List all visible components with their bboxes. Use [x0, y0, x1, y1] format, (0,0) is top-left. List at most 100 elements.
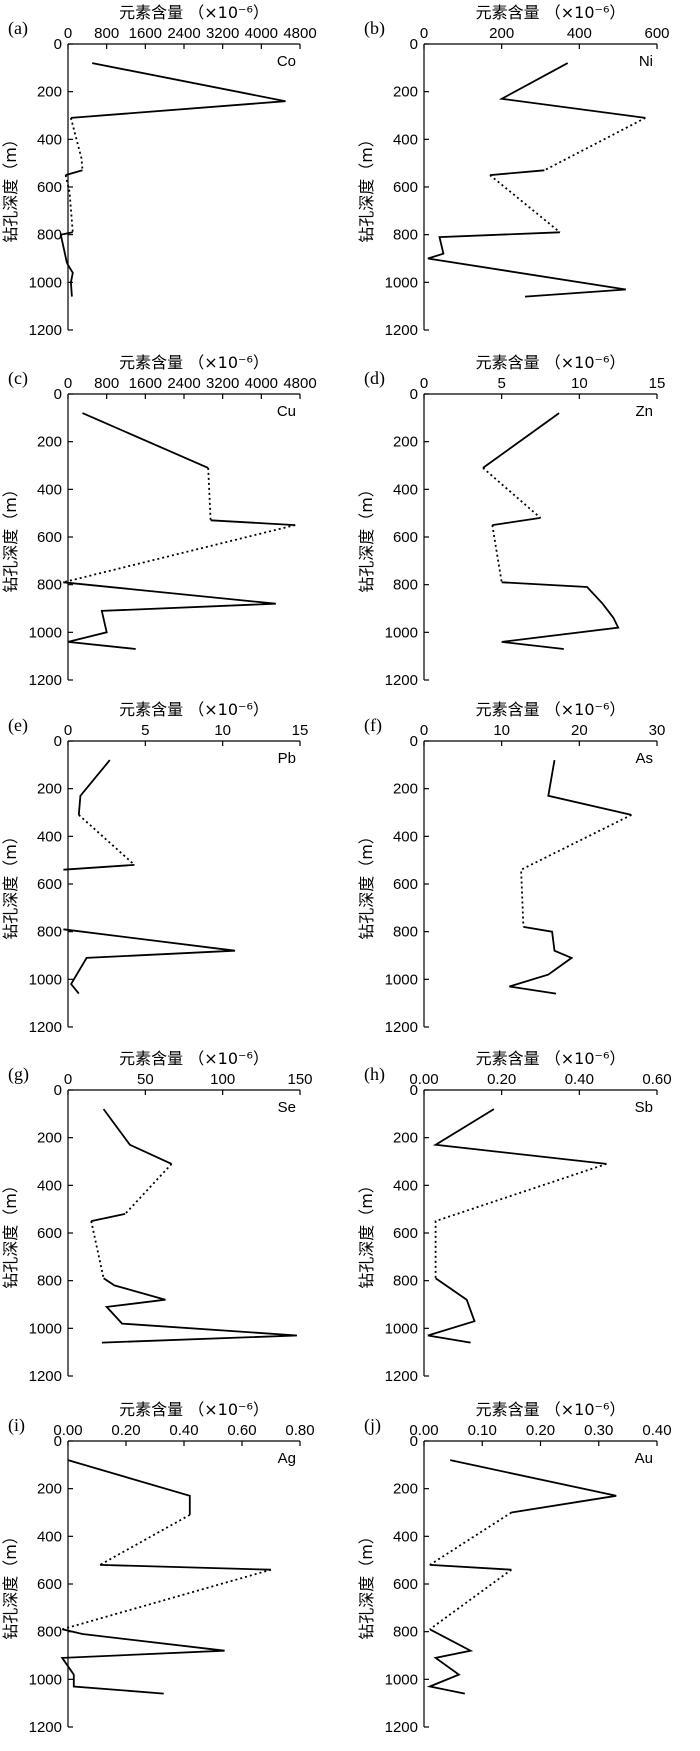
x-axis-title: 元素含量 （×10⁻⁶）	[476, 700, 626, 719]
y-tick-label: 200	[393, 434, 418, 451]
series-solid-segment	[482, 412, 560, 469]
series-solid-segment	[63, 928, 236, 995]
panel-label: (f)	[364, 715, 382, 736]
y-tick-label: 1000	[29, 274, 62, 291]
y-tick-label: 0	[54, 733, 62, 750]
x-tick-label: 3200	[206, 25, 239, 42]
y-tick-label: 200	[37, 1130, 62, 1147]
y-tick-label: 600	[393, 1576, 418, 1593]
y-tick-label: 200	[393, 781, 418, 798]
series-solid-segment	[66, 262, 74, 297]
x-tick-label: 0	[64, 375, 72, 392]
series-solid-segment	[63, 864, 135, 871]
panel-sb: 0.00 0.20 0.40 0.60 0 200 400 600 800 1000 1200 元素含…	[357, 1049, 672, 1385]
panel-label: (j)	[364, 1415, 381, 1436]
y-tick-label: 0	[410, 1082, 418, 1099]
x-tick-label: 3200	[206, 375, 239, 392]
y-axis-title: 钻孔深度（m）	[1, 1177, 20, 1289]
y-tick-label: 400	[37, 1177, 62, 1194]
y-tick-label: 800	[393, 1624, 418, 1641]
y-tick-label: 1200	[29, 1368, 62, 1385]
y-axis-title: 钻孔深度（m）	[1, 131, 20, 243]
series-solid-segment	[60, 1628, 225, 1695]
x-tick-label: 0.00	[409, 1071, 438, 1088]
x-tick-label: 5	[497, 375, 505, 392]
element-label: Cu	[277, 403, 296, 420]
panel-label: (g)	[8, 1064, 29, 1085]
y-tick-label: 800	[37, 924, 62, 941]
panel-co: 0 800 1600 2400 3200 4000 4800 0 200 400 600 800 100…	[1, 3, 317, 339]
panel-label: (b)	[364, 18, 385, 39]
x-tick-label: 15	[292, 722, 309, 739]
series-solid-segment	[432, 1108, 607, 1165]
y-tick-label: 1000	[29, 971, 62, 988]
element-label: Co	[277, 53, 296, 70]
y-axis-title: 钻孔深度（m）	[357, 1528, 376, 1640]
x-tick-label: 0.80	[285, 1422, 314, 1439]
series-dotted-segment	[70, 117, 84, 171]
y-tick-label: 0	[54, 1433, 62, 1450]
y-tick-label: 400	[393, 1177, 418, 1194]
x-tick-label: 50	[137, 1071, 154, 1088]
y-tick-label: 1200	[29, 672, 62, 689]
y-tick-label: 800	[393, 577, 418, 594]
x-tick-label: 5	[141, 722, 149, 739]
y-tick-label: 200	[393, 84, 418, 101]
element-label: Zn	[635, 403, 653, 420]
panel-ni: 0 200 400 600 0 200 400 600 800 1000 1200 元素含量 （×10…	[357, 3, 670, 339]
x-tick-label: 0.20	[111, 1422, 140, 1439]
x-tick-label: 0	[64, 1071, 72, 1088]
y-tick-label: 800	[393, 924, 418, 941]
element-label: Au	[635, 1450, 653, 1467]
series-dotted-segment	[90, 1220, 105, 1279]
x-axis-title: 元素含量 （×10⁻⁶）	[119, 3, 269, 22]
x-tick-label: 150	[287, 1071, 312, 1088]
panel-as: 0 10 20 30 0 200 400 600 800 1000 1200 元素含量 （×10⁻⁶）…	[357, 700, 665, 1036]
element-label: Sb	[635, 1099, 653, 1116]
x-axis-title: 元素含量 （×10⁻⁶）	[476, 1049, 626, 1068]
y-axis-title: 钻孔深度（m）	[357, 481, 376, 593]
x-tick-label: 400	[567, 25, 592, 42]
x-tick-label: 0.00	[53, 1422, 82, 1439]
x-axis-title: 元素含量 （×10⁻⁶）	[119, 700, 269, 719]
series-dotted-segment	[482, 467, 542, 519]
series-dotted-segment	[491, 524, 503, 583]
y-tick-label: 1000	[385, 1320, 418, 1337]
y-tick-label: 0	[410, 36, 418, 53]
x-tick-label: 10	[493, 722, 510, 739]
series-solid-segment	[492, 517, 541, 526]
x-tick-label: 0	[420, 375, 428, 392]
y-tick-label: 800	[393, 227, 418, 244]
y-tick-label: 600	[37, 1576, 62, 1593]
y-tick-label: 400	[393, 828, 418, 845]
series-solid-segment	[63, 581, 276, 650]
series-solid-segment	[450, 1459, 617, 1514]
y-tick-label: 1200	[29, 1019, 62, 1036]
y-tick-label: 1200	[29, 1719, 62, 1736]
y-tick-label: 1000	[29, 624, 62, 641]
x-tick-label: 0	[64, 25, 72, 42]
x-tick-label: 4000	[245, 375, 278, 392]
y-axis-title: 钻孔深度（m）	[1, 828, 20, 940]
y-tick-label: 1000	[29, 1320, 62, 1337]
y-tick-label: 0	[54, 1082, 62, 1099]
x-axis-title: 元素含量 （×10⁻⁶）	[119, 1049, 269, 1068]
panel-se: 0 50 100 150 0 200 400 600 800 1000 1200 元素含量 （×10⁻…	[1, 1049, 313, 1385]
x-axis-title: 元素含量 （×10⁻⁶）	[119, 353, 269, 372]
y-tick-label: 600	[393, 876, 418, 893]
y-tick-label: 1000	[385, 624, 418, 641]
y-tick-label: 1200	[385, 1019, 418, 1036]
y-tick-label: 200	[37, 434, 62, 451]
x-tick-label: 800	[94, 375, 119, 392]
x-tick-label: 15	[649, 375, 666, 392]
panel-zn: 0 5 10 15 0 200 400 600 800 1000 1200 元素含量 （×10⁻⁶） 钻…	[357, 353, 665, 689]
y-tick-label: 800	[37, 1273, 62, 1290]
y-tick-label: 0	[410, 1433, 418, 1450]
series-dotted-segment	[207, 467, 212, 521]
series-dotted-segment	[64, 174, 74, 233]
y-tick-label: 1000	[385, 1671, 418, 1688]
x-tick-label: 4800	[283, 375, 316, 392]
element-label: Pb	[278, 750, 296, 767]
x-axis-title: 元素含量 （×10⁻⁶）	[476, 3, 626, 22]
x-axis-title: 元素含量 （×10⁻⁶）	[476, 353, 626, 372]
